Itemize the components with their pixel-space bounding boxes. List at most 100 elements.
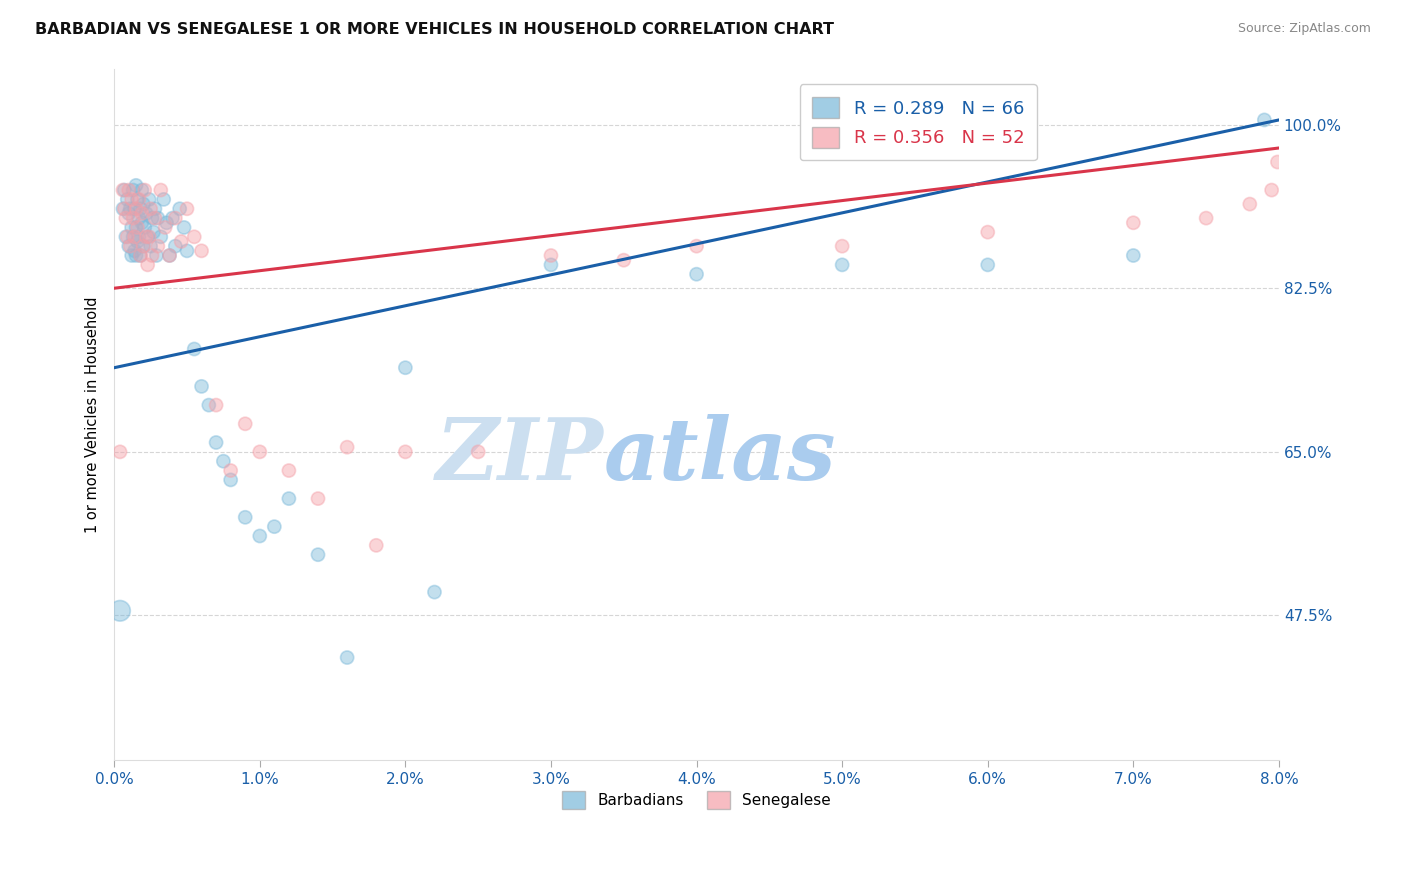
- Point: [831, 239, 853, 253]
- Point: [336, 650, 359, 665]
- Point: [249, 445, 271, 459]
- Text: BARBADIAN VS SENEGALESE 1 OR MORE VEHICLES IN HOUSEHOLD CORRELATION CHART: BARBADIAN VS SENEGALESE 1 OR MORE VEHICL…: [35, 22, 834, 37]
- Point: [139, 202, 162, 216]
- Point: [117, 229, 139, 244]
- Point: [129, 248, 152, 262]
- Point: [128, 193, 150, 207]
- Point: [366, 538, 388, 552]
- Point: [198, 398, 221, 412]
- Point: [685, 239, 707, 253]
- Point: [136, 229, 159, 244]
- Point: [108, 445, 131, 459]
- Point: [1253, 112, 1275, 127]
- Point: [112, 183, 135, 197]
- Point: [136, 258, 159, 272]
- Point: [108, 604, 131, 618]
- Point: [122, 211, 145, 226]
- Point: [146, 239, 169, 253]
- Point: [394, 445, 416, 459]
- Point: [1260, 183, 1282, 197]
- Point: [176, 244, 198, 258]
- Point: [170, 235, 193, 249]
- Point: [212, 454, 235, 468]
- Point: [138, 229, 160, 244]
- Text: atlas: atlas: [603, 414, 837, 498]
- Point: [131, 183, 153, 197]
- Point: [219, 464, 242, 478]
- Point: [125, 248, 148, 262]
- Point: [540, 258, 562, 272]
- Point: [152, 193, 174, 207]
- Point: [183, 342, 205, 356]
- Point: [307, 491, 329, 506]
- Point: [134, 183, 156, 197]
- Point: [114, 229, 136, 244]
- Point: [143, 211, 166, 226]
- Point: [155, 216, 177, 230]
- Point: [128, 229, 150, 244]
- Point: [1195, 211, 1218, 226]
- Point: [132, 197, 155, 211]
- Point: [190, 244, 212, 258]
- Point: [146, 211, 169, 226]
- Point: [1122, 216, 1144, 230]
- Point: [249, 529, 271, 543]
- Point: [114, 211, 136, 226]
- Point: [233, 417, 256, 431]
- Point: [183, 229, 205, 244]
- Point: [125, 178, 148, 193]
- Point: [159, 248, 181, 262]
- Point: [831, 258, 853, 272]
- Point: [132, 239, 155, 253]
- Point: [124, 244, 146, 258]
- Point: [124, 202, 146, 216]
- Point: [117, 193, 139, 207]
- Point: [125, 220, 148, 235]
- Point: [205, 435, 228, 450]
- Point: [125, 202, 148, 216]
- Point: [977, 258, 1000, 272]
- Point: [149, 183, 172, 197]
- Point: [1122, 248, 1144, 262]
- Point: [685, 267, 707, 281]
- Point: [124, 229, 146, 244]
- Point: [134, 220, 156, 235]
- Point: [165, 239, 187, 253]
- Point: [1267, 155, 1289, 169]
- Point: [277, 491, 299, 506]
- Point: [977, 225, 1000, 239]
- Point: [121, 220, 143, 235]
- Point: [145, 248, 167, 262]
- Legend: Barbadians, Senegalese: Barbadians, Senegalese: [557, 785, 837, 815]
- Point: [122, 229, 145, 244]
- Point: [141, 211, 163, 226]
- Point: [138, 193, 160, 207]
- Point: [165, 211, 187, 226]
- Point: [127, 235, 149, 249]
- Point: [111, 202, 134, 216]
- Point: [131, 206, 153, 220]
- Point: [263, 519, 285, 533]
- Point: [173, 220, 195, 235]
- Y-axis label: 1 or more Vehicles in Household: 1 or more Vehicles in Household: [86, 296, 100, 533]
- Point: [120, 202, 142, 216]
- Point: [141, 248, 163, 262]
- Point: [131, 216, 153, 230]
- Point: [135, 229, 157, 244]
- Point: [139, 239, 162, 253]
- Point: [190, 379, 212, 393]
- Point: [277, 464, 299, 478]
- Text: ZIP: ZIP: [436, 414, 603, 498]
- Point: [121, 248, 143, 262]
- Point: [129, 202, 152, 216]
- Point: [176, 202, 198, 216]
- Point: [121, 193, 143, 207]
- Point: [112, 202, 135, 216]
- Point: [153, 220, 176, 235]
- Point: [111, 183, 134, 197]
- Point: [467, 445, 489, 459]
- Point: [135, 206, 157, 220]
- Point: [120, 239, 142, 253]
- Point: [118, 206, 141, 220]
- Point: [127, 193, 149, 207]
